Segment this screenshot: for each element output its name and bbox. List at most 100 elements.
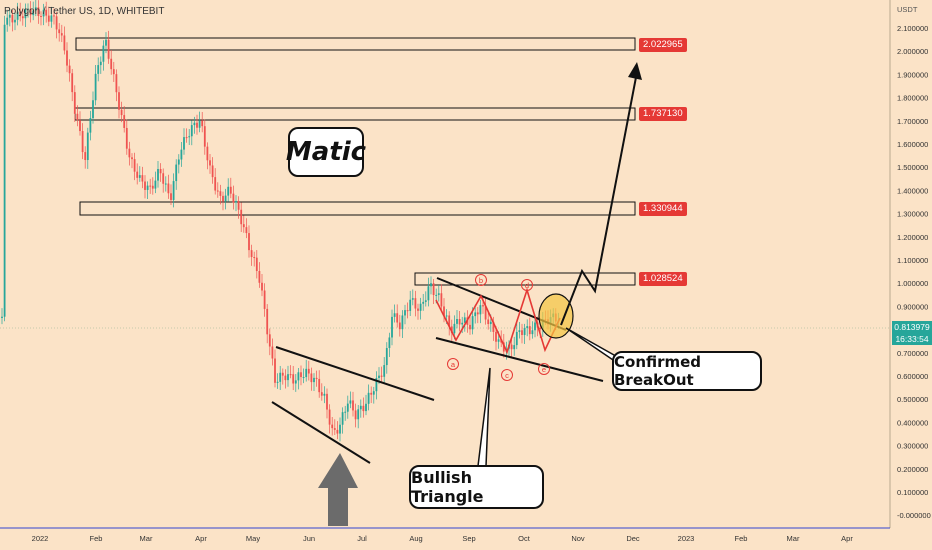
candle-body	[40, 15, 42, 17]
y-tick-label: -0.000000	[897, 511, 931, 520]
projection-arrowhead	[628, 62, 642, 80]
current-price-badge: 0.813979 16:33:54	[892, 321, 932, 345]
x-tick-label: Sep	[462, 534, 475, 543]
candle-body	[495, 331, 497, 342]
candle-body	[94, 73, 97, 101]
y-tick-label: 0.500000	[897, 395, 928, 404]
candle-body	[456, 319, 458, 324]
candle-body	[539, 327, 542, 330]
y-tick-label: 2.000000	[897, 47, 928, 56]
candle-body	[341, 412, 344, 425]
candle-body	[297, 372, 300, 381]
candle-body	[398, 322, 401, 330]
candle-body	[60, 33, 63, 36]
candle-body	[440, 293, 443, 307]
candle-body	[458, 319, 461, 325]
candle-body	[8, 14, 11, 18]
candle-body	[115, 74, 118, 93]
y-tick-label: 1.900000	[897, 70, 928, 79]
candle-body	[227, 186, 230, 196]
candle-body	[99, 61, 102, 66]
candle-body	[136, 171, 139, 178]
candle-body	[281, 372, 284, 376]
candle-body	[183, 137, 185, 150]
candle-body	[29, 8, 32, 16]
candle-body	[81, 131, 84, 153]
y-tick-label: 1.000000	[897, 279, 928, 288]
current-price-value: 0.813979	[894, 322, 930, 332]
candle-body	[430, 283, 432, 287]
bar-countdown: 16:33:54	[895, 334, 929, 344]
candle-body	[328, 409, 331, 425]
candle-body	[76, 113, 79, 121]
candle-body	[284, 375, 287, 381]
candle-body	[125, 127, 128, 149]
candle-body	[110, 58, 113, 70]
y-tick-label: 0.200000	[897, 465, 928, 474]
candle-body	[318, 378, 321, 393]
wave-point-marker	[475, 274, 487, 286]
candle-body	[528, 326, 531, 335]
wave-point-marker	[521, 279, 533, 291]
candle-body	[378, 375, 380, 378]
y-tick-label: 0.900000	[897, 302, 928, 311]
candle-body	[471, 316, 474, 330]
candle-body	[92, 100, 94, 119]
candle-body	[66, 50, 68, 66]
x-tick-label: Jun	[303, 534, 315, 543]
candle-body	[482, 305, 484, 307]
candle-body	[424, 300, 427, 302]
candle-body	[198, 120, 201, 128]
candle-body	[203, 126, 206, 147]
price-tag-1-330944: 1.330944	[639, 202, 687, 216]
y-tick-label: 2.100000	[897, 24, 928, 33]
candle-body	[271, 346, 274, 359]
candle-body	[305, 368, 308, 378]
candle-body	[255, 257, 258, 272]
candle-body	[523, 328, 526, 335]
candle-body	[206, 146, 209, 161]
candle-body	[453, 323, 456, 334]
candle-body	[274, 358, 276, 383]
wave-zigzag	[435, 287, 561, 355]
candle-body	[534, 322, 536, 331]
candle-body	[427, 286, 430, 301]
price-tag-1-028524: 1.028524	[639, 272, 687, 286]
candle-body	[245, 227, 248, 234]
candle-body	[365, 403, 367, 412]
y-tick-label: 0.700000	[897, 349, 928, 358]
candle-body	[84, 152, 87, 161]
candle-body	[261, 282, 263, 291]
resistance-box-2	[74, 107, 636, 121]
wave-point-label: b	[479, 276, 483, 285]
wave-points-group: a b c d e	[447, 274, 550, 381]
x-tick-label: Mar	[140, 534, 153, 543]
candle-body	[313, 377, 315, 383]
candle-body	[339, 424, 341, 434]
candle-body	[417, 308, 419, 311]
candle-body	[107, 39, 110, 59]
candle-body	[237, 201, 240, 210]
candle-body	[445, 315, 448, 317]
candle-body	[357, 409, 360, 420]
candle-body	[159, 169, 162, 174]
candle-body	[307, 368, 310, 374]
candle-body	[141, 175, 144, 182]
candle-body	[34, 7, 37, 11]
up-arrow-icon	[318, 453, 358, 526]
wedge-upper-line	[275, 346, 435, 401]
candle-body	[518, 330, 521, 332]
candle-body	[232, 193, 235, 203]
candle-body	[167, 183, 170, 194]
x-tick-label: 2022	[32, 534, 49, 543]
candle-body	[86, 132, 89, 161]
candle-body	[144, 181, 146, 190]
wave-point-label: a	[451, 360, 456, 369]
candle-body	[32, 10, 35, 16]
candle-body	[112, 69, 115, 75]
candle-body	[513, 345, 516, 350]
candle-body	[19, 11, 22, 17]
candle-body	[448, 315, 451, 327]
candle-body	[211, 165, 214, 178]
